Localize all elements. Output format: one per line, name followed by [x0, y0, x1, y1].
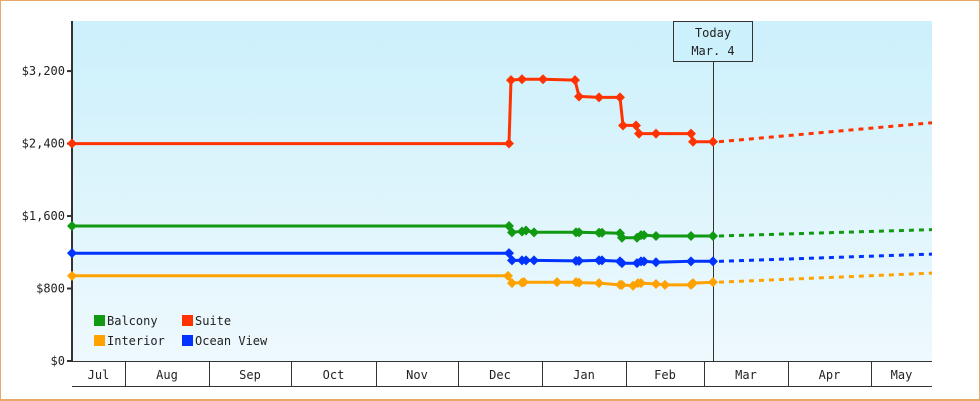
data-point[interactable]: [651, 257, 661, 268]
series-suite: [67, 74, 933, 149]
data-point[interactable]: [521, 225, 531, 236]
data-point[interactable]: [67, 138, 77, 149]
data-point[interactable]: [597, 255, 607, 266]
x-month-label: Sep: [239, 368, 261, 382]
plot-area: [72, 21, 932, 361]
series-group: [67, 74, 933, 291]
data-point[interactable]: [686, 256, 696, 267]
data-point[interactable]: [594, 278, 604, 289]
series-ocean-view: [67, 248, 933, 269]
series-interior: [67, 270, 933, 291]
x-month-label: Oct: [323, 368, 345, 382]
y-tick-label: $0: [51, 354, 65, 368]
data-point[interactable]: [504, 248, 514, 259]
data-point[interactable]: [570, 75, 580, 86]
data-point[interactable]: [574, 255, 584, 266]
data-point[interactable]: [660, 279, 670, 290]
svg-text:Mar. 4: Mar. 4: [691, 44, 734, 58]
data-point[interactable]: [636, 278, 646, 289]
data-point[interactable]: [688, 278, 698, 289]
x-axis: Jul Aug Sep Oct Nov Dec Jan Feb Mar Apr May: [72, 361, 932, 387]
data-point[interactable]: [708, 230, 718, 241]
legend-swatch-icon: [94, 335, 105, 346]
data-point[interactable]: [507, 227, 517, 238]
legend-label: Balcony: [107, 314, 158, 328]
data-point[interactable]: [529, 227, 539, 238]
data-point[interactable]: [688, 136, 698, 147]
y-tick-label: $800: [36, 282, 65, 296]
svg-text:Today: Today: [695, 26, 731, 40]
data-point[interactable]: [503, 270, 513, 281]
y-axis: $0 $800 $1,600 $2,400 $3,200: [22, 21, 73, 368]
data-point[interactable]: [618, 120, 628, 131]
legend-item-suite[interactable]: Suite: [182, 314, 231, 328]
data-point[interactable]: [651, 128, 661, 139]
data-point[interactable]: [529, 255, 539, 266]
today-label-box: [673, 21, 753, 62]
data-point[interactable]: [639, 230, 649, 241]
data-point[interactable]: [506, 75, 516, 86]
data-point[interactable]: [504, 138, 514, 149]
data-point[interactable]: [708, 136, 718, 147]
legend: Balcony Suite Interior Ocean View: [94, 314, 268, 348]
legend-label: Suite: [195, 314, 231, 328]
data-point[interactable]: [634, 128, 644, 139]
data-point[interactable]: [519, 277, 529, 288]
x-month-label: Mar: [735, 368, 757, 382]
data-point[interactable]: [651, 230, 661, 241]
legend-swatch-icon: [182, 315, 193, 326]
data-point[interactable]: [615, 92, 625, 103]
data-point[interactable]: [67, 221, 77, 232]
data-point[interactable]: [617, 279, 627, 290]
x-month-label: Apr: [819, 368, 841, 382]
data-point[interactable]: [507, 278, 517, 289]
series-balcony: [67, 221, 933, 243]
x-month-label: Jan: [573, 368, 595, 382]
data-point[interactable]: [651, 278, 661, 289]
legend-item-ocean-view[interactable]: Ocean View: [182, 334, 268, 348]
data-point[interactable]: [67, 248, 77, 259]
data-point[interactable]: [631, 120, 641, 131]
data-point[interactable]: [708, 256, 718, 267]
data-point[interactable]: [517, 74, 527, 85]
y-tick-label: $2,400: [22, 137, 65, 151]
y-tick-label: $3,200: [22, 64, 65, 78]
data-point[interactable]: [639, 256, 649, 267]
y-tick-label: $1,600: [22, 209, 65, 223]
x-month-label: May: [891, 368, 913, 382]
data-point[interactable]: [686, 128, 696, 139]
data-point[interactable]: [597, 227, 607, 238]
data-point[interactable]: [574, 277, 584, 288]
data-point[interactable]: [538, 74, 548, 85]
legend-label: Ocean View: [195, 334, 268, 348]
data-point[interactable]: [67, 270, 77, 281]
data-point[interactable]: [617, 258, 627, 269]
data-point[interactable]: [521, 255, 531, 266]
x-month-label: Nov: [406, 368, 428, 382]
x-month-label: Aug: [156, 368, 178, 382]
x-month-label: Dec: [489, 368, 511, 382]
today-marker: Today Mar. 4: [673, 21, 753, 361]
data-point[interactable]: [507, 255, 517, 266]
legend-item-interior[interactable]: Interior: [94, 334, 165, 348]
data-point[interactable]: [708, 277, 718, 288]
data-point[interactable]: [594, 92, 604, 103]
legend-swatch-icon: [94, 315, 105, 326]
data-point[interactable]: [574, 227, 584, 238]
legend-swatch-icon: [182, 335, 193, 346]
x-month-label: Feb: [654, 368, 676, 382]
data-point[interactable]: [574, 91, 584, 102]
data-point[interactable]: [686, 230, 696, 241]
legend-item-balcony[interactable]: Balcony: [94, 314, 158, 328]
data-point[interactable]: [552, 277, 562, 288]
data-point[interactable]: [617, 232, 627, 243]
x-month-label: Jul: [88, 368, 110, 382]
legend-label: Interior: [107, 334, 165, 348]
